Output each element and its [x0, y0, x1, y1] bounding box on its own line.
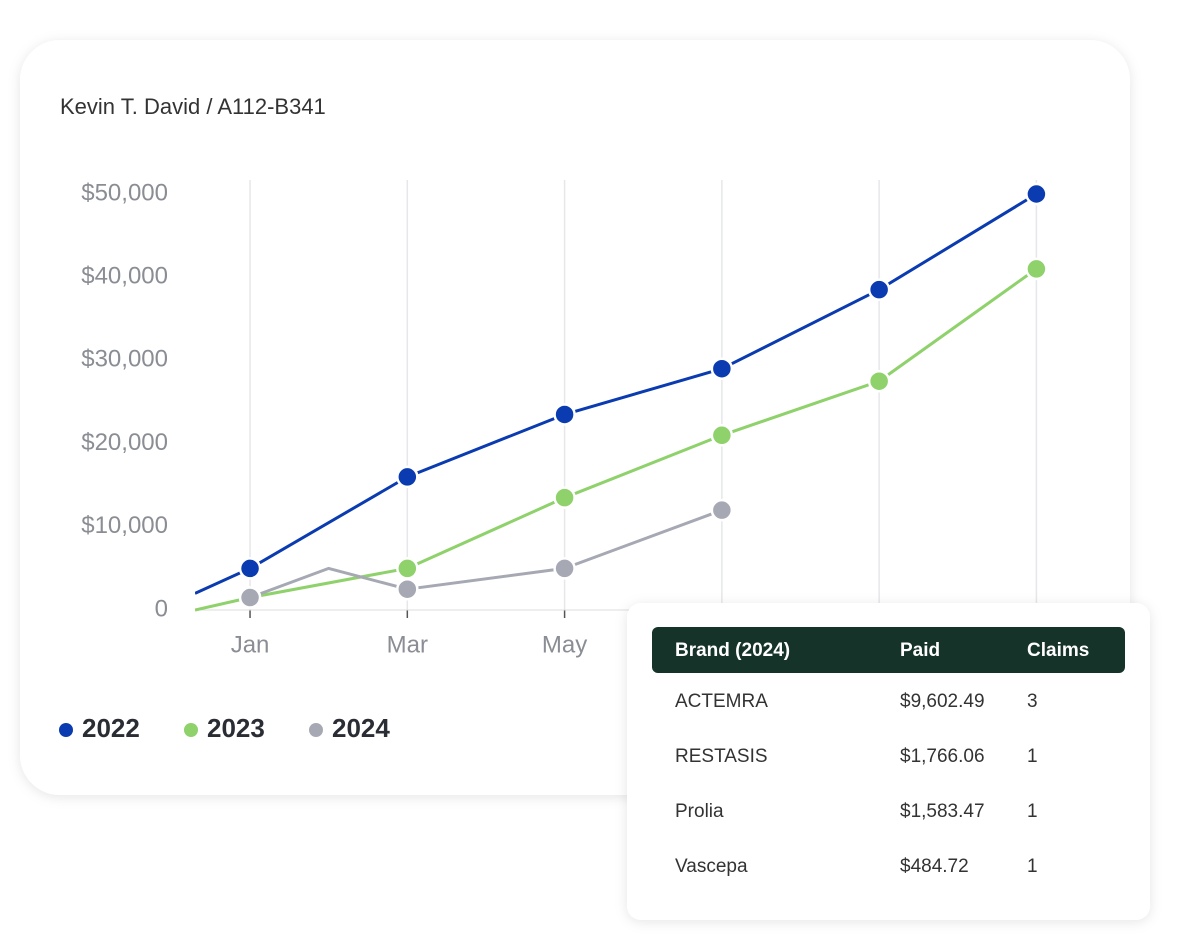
y-tick-label: $10,000 [81, 512, 168, 539]
legend-label: 2022 [82, 713, 140, 743]
table-header-cell: Paid [900, 640, 940, 661]
table-cell: RESTASIS [675, 746, 768, 767]
table-header-cell: Claims [1027, 640, 1089, 661]
legend-swatch [59, 723, 73, 737]
x-tick-label: Mar [387, 631, 428, 658]
data-point [238, 557, 262, 580]
y-tick-label: 0 [155, 595, 168, 622]
y-tick-label: $30,000 [81, 346, 168, 373]
legend-label: 2024 [332, 713, 390, 743]
data-point [710, 498, 734, 522]
table-header-cell: Brand (2024) [675, 640, 790, 661]
x-tick-label: Jan [231, 631, 270, 658]
table-cell: 1 [1027, 856, 1038, 877]
y-tick-label: $50,000 [81, 179, 168, 206]
table-cell: $484.72 [900, 856, 969, 877]
table-cell: $1,766.06 [900, 746, 985, 767]
legend-swatch [309, 723, 323, 737]
table-cell: ACTEMRA [675, 691, 768, 712]
data-point [553, 486, 576, 509]
data-point [867, 369, 891, 393]
legend-label: 2023 [207, 713, 265, 743]
y-tick-label: $40,000 [81, 263, 168, 290]
table-header [652, 627, 1125, 673]
table-cell: 3 [1027, 691, 1038, 712]
table-cell: 1 [1027, 801, 1038, 822]
table-cell: Vascepa [675, 856, 748, 877]
legend-swatch [184, 723, 198, 737]
data-point [396, 577, 419, 601]
table-cell: $9,602.49 [900, 691, 985, 712]
data-point [710, 357, 734, 380]
table-cell: $1,583.47 [900, 801, 985, 822]
chart-title: Kevin T. David / A112-B341 [60, 94, 326, 119]
y-tick-label: $20,000 [81, 429, 168, 456]
data-point [867, 278, 891, 301]
x-tick-label: May [542, 631, 587, 658]
data-point [396, 557, 419, 580]
data-point [1025, 182, 1048, 206]
table-cell: 1 [1027, 746, 1038, 767]
data-point [553, 557, 576, 580]
table-cell: Prolia [675, 801, 724, 822]
data-point [710, 424, 734, 447]
data-point [396, 465, 419, 489]
data-point [1025, 257, 1048, 281]
table-card [627, 603, 1150, 920]
data-point [238, 586, 262, 609]
data-point [553, 403, 576, 426]
